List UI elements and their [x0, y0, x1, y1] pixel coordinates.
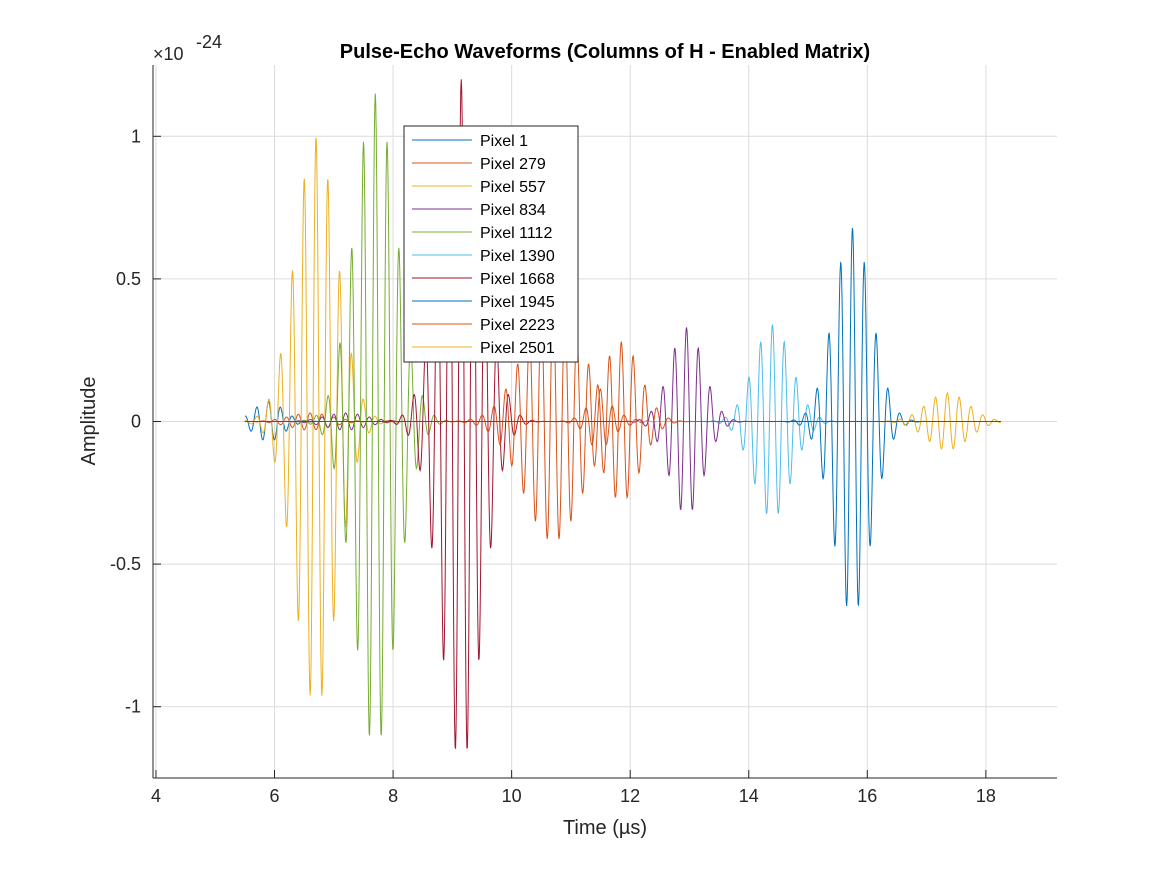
x-axis-label: Time (µs) [563, 817, 647, 839]
x-tick-label: 6 [270, 786, 280, 806]
x-tick-label: 4 [151, 786, 161, 806]
y-axis-label: Amplitude [78, 377, 100, 466]
tick-layer: 4 6 8 10 12 14 16 18 -1 -0.5 0 0.5 1 [110, 126, 996, 806]
legend-entry: Pixel 1390 [480, 248, 555, 265]
legend-entry: Pixel 557 [480, 179, 546, 196]
chart-title: Pulse-Echo Waveforms (Columns of H - Ena… [340, 41, 870, 63]
legend-entry: Pixel 1 [480, 133, 528, 150]
y-tick-label: 0.5 [116, 269, 141, 289]
y-exponent-base: ×10 [153, 44, 184, 64]
legend-entry: Pixel 2223 [480, 317, 555, 334]
y-exponent-power: -24 [196, 32, 222, 52]
legend: Pixel 1 Pixel 279 Pixel 557 Pixel 834 Pixel … [403, 125, 579, 363]
series-line-extra-2 [244, 327, 1001, 510]
y-tick-label: -0.5 [110, 554, 141, 574]
x-tick-label: 10 [502, 786, 522, 806]
y-tick-label: 0 [131, 412, 141, 432]
legend-entry: Pixel 1945 [480, 294, 555, 311]
y-tick-label: 1 [131, 126, 141, 146]
x-tick-label: 16 [857, 786, 877, 806]
legend-box [403, 125, 579, 363]
y-tick-label: -1 [125, 697, 141, 717]
x-tick-label: 12 [620, 786, 640, 806]
legend-entry: Pixel 834 [480, 202, 546, 219]
x-tick-label: 14 [739, 786, 759, 806]
legend-entry: Pixel 279 [480, 156, 546, 173]
legend-entry: Pixel 2501 [480, 340, 555, 357]
x-tick-label: 8 [388, 786, 398, 806]
legend-entry: Pixel 1668 [480, 271, 555, 288]
legend-entry: Pixel 1112 [480, 225, 552, 242]
series-layer [244, 79, 1001, 749]
x-tick-label: 18 [976, 786, 996, 806]
